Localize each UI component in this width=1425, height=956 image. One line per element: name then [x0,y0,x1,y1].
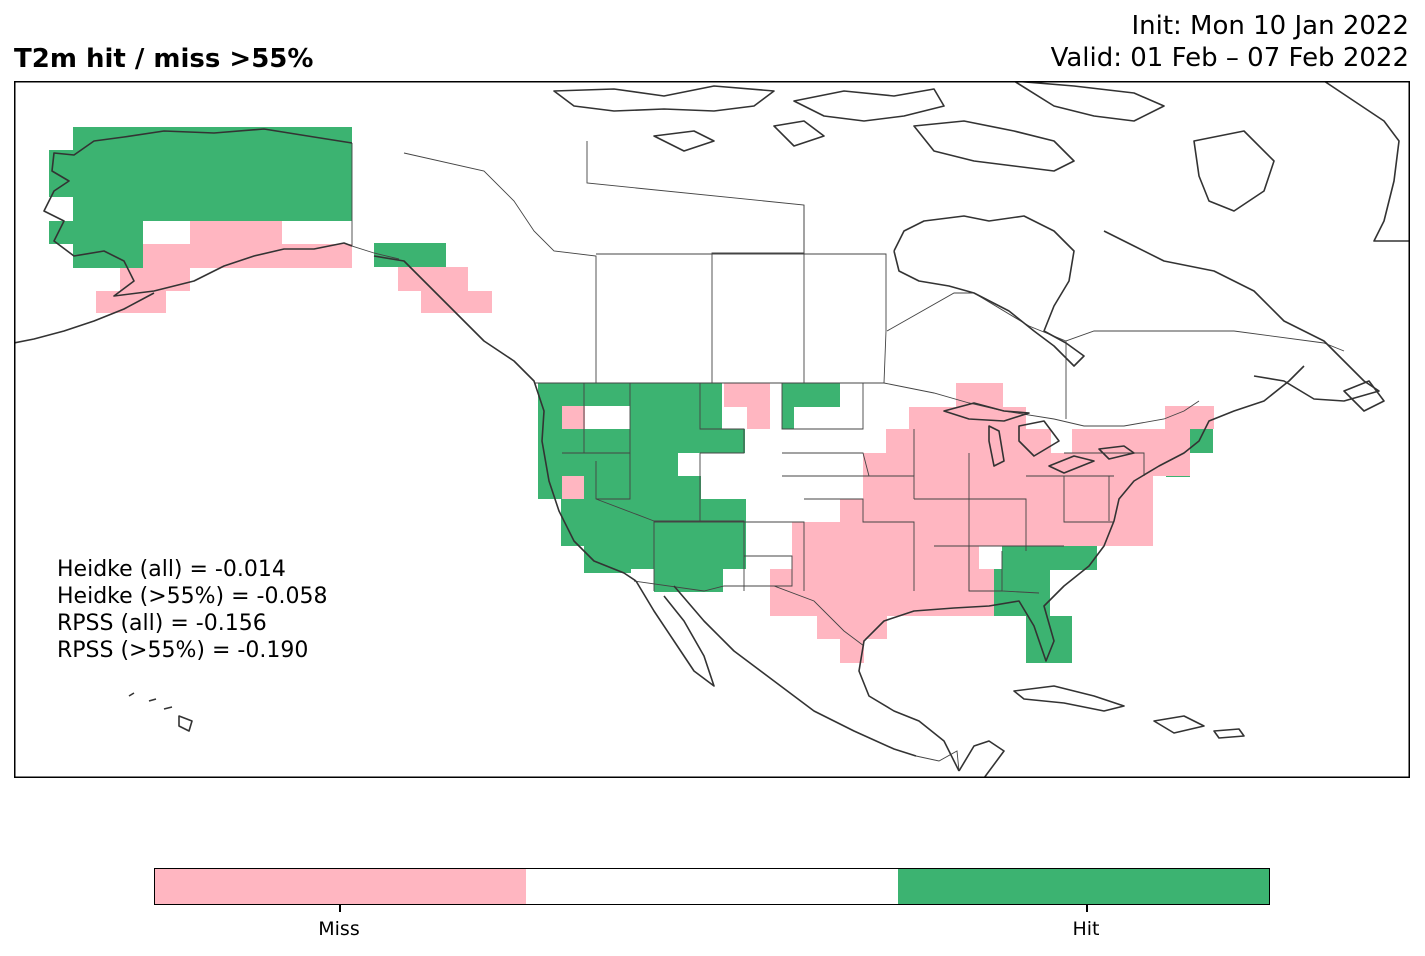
forecast-map [14,81,1410,778]
heidke-55: Heidke (>55%) = -0.058 [57,584,328,609]
colorbar [154,868,1270,905]
political-boundaries [351,141,1345,772]
rpss-55: RPSS (>55%) = -0.190 [57,638,309,663]
colorbar-label-hit: Hit [1072,918,1100,940]
map-title: T2m hit / miss >55% [14,44,314,74]
skill-scores: Heidke (all) = -0.014 Heidke (>55%) = -0… [57,556,327,664]
colorbar-label-miss: Miss [318,918,360,940]
colorbar-tick-hit [1086,905,1088,912]
coastlines [14,81,1410,778]
colorbar-tick-miss [339,905,341,912]
colorbar-neutral [526,869,898,904]
valid-range: Valid: 01 Feb – 07 Feb 2022 [1050,43,1409,73]
heidke-all: Heidke (all) = -0.014 [57,557,286,582]
colorbar-miss [155,869,527,904]
colorbar-hit [897,869,1269,904]
date-info: Init: Mon 10 Jan 2022 Valid: 01 Feb – 07… [1051,10,1409,74]
init-date: Init: Mon 10 Jan 2022 [1131,11,1409,41]
rpss-all: RPSS (all) = -0.156 [57,611,267,636]
